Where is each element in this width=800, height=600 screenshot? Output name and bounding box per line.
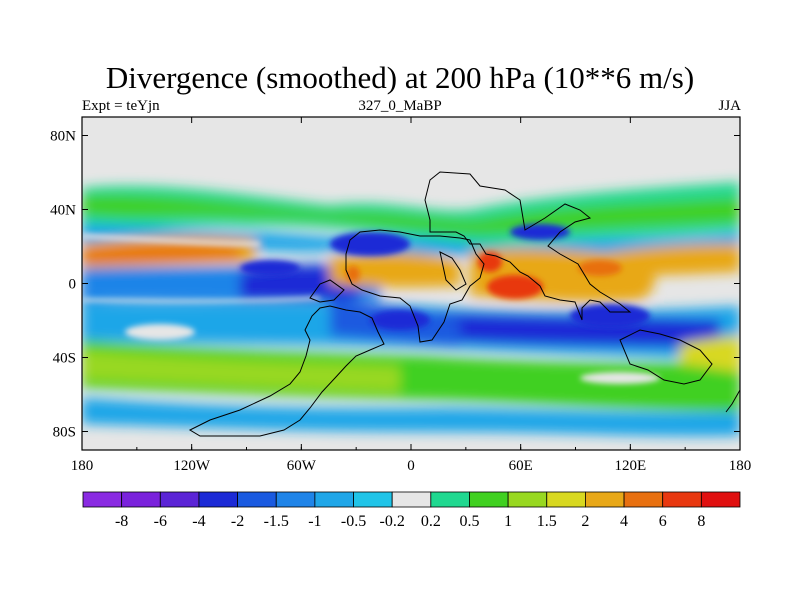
colorbar-swatch: [662, 491, 702, 508]
colorbar-label: 1.5: [537, 513, 557, 530]
colorbar-swatch: [700, 491, 741, 508]
x-tick-label: 120E: [614, 458, 646, 474]
season-label: JJA: [718, 98, 741, 114]
x-tick-label: 180: [729, 458, 752, 474]
colorbar-label: -0.2: [380, 513, 405, 530]
colorbar-swatch: [237, 491, 277, 508]
colorbar-label: -1: [308, 513, 321, 530]
colorbar-swatch: [314, 491, 354, 508]
colorbar-swatch: [159, 491, 200, 508]
colorbar-label: -1.5: [264, 513, 289, 530]
colorbar-swatch: [275, 491, 316, 508]
x-tick-label: 0: [407, 458, 415, 474]
x-tick-label: 120W: [173, 458, 211, 474]
colorbar-label: 4: [620, 513, 628, 530]
x-tick-label: 60E: [509, 458, 533, 474]
colorbar-swatch: [82, 491, 123, 508]
colorbar-swatch: [353, 491, 393, 508]
colorbar-swatch: [507, 491, 548, 508]
colorbar-label: -8: [115, 513, 128, 530]
colorbar: -8 -6 -4 -2 -1.5 -1 -0.5 -0.2 0.2 0.5 1 1.5 2 4 6 8: [82, 491, 741, 530]
colorbar-swatch: [198, 491, 238, 508]
y-tick-label: 40N: [50, 203, 76, 219]
axes: 180 120W 60W 0 60E 120E 180 80N 40N 0 40S 80S: [50, 117, 751, 474]
colorbar-label: -0.5: [341, 513, 366, 530]
colorbar-label: -4: [192, 513, 205, 530]
colorbar-label: -6: [154, 513, 167, 530]
experiment-label: Expt = teYjn: [82, 98, 160, 114]
colorbar-swatch: [391, 491, 432, 508]
colorbar-swatch: [469, 491, 509, 508]
y-tick-label: 0: [69, 277, 77, 293]
colorbar-label: 0.2: [421, 513, 441, 530]
divergence-field: [82, 117, 740, 450]
colorbar-label: -2: [231, 513, 244, 530]
coastline-outlines: [188, 171, 740, 437]
colorbar-swatch: [430, 491, 470, 508]
period-label: 327_0_MaBP: [358, 98, 442, 114]
y-tick-label: 80S: [53, 425, 76, 441]
map-title: Divergence (smoothed) at 200 hPa (10**6 …: [105, 60, 695, 95]
colorbar-label: 2: [581, 513, 589, 530]
colorbar-swatch: [585, 491, 625, 508]
x-tick-label: 180: [71, 458, 94, 474]
colorbar-label: 0.5: [459, 513, 479, 530]
y-tick-label: 40S: [53, 351, 76, 367]
colorbar-label: 8: [697, 513, 705, 530]
colorbar-swatch: [546, 491, 586, 508]
colorbar-swatch: [623, 491, 664, 508]
colorbar-label: 6: [659, 513, 667, 530]
y-tick-label: 80N: [50, 129, 76, 145]
x-tick-label: 60W: [287, 458, 317, 474]
colorbar-swatch: [121, 491, 161, 508]
colorbar-label: 1: [504, 513, 512, 530]
